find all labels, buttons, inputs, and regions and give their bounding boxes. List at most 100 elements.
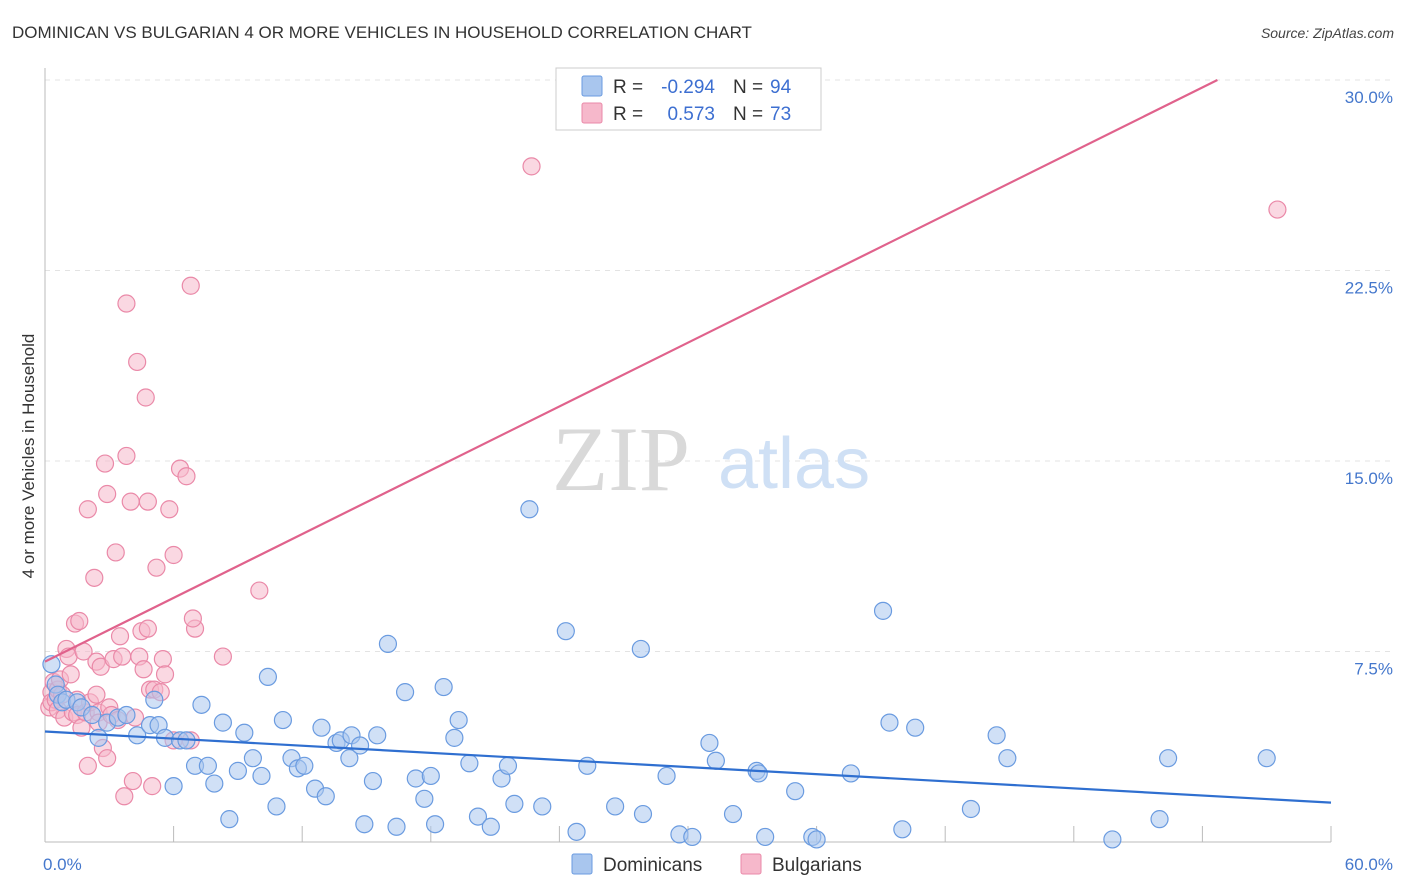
legend-r-value-dominicans: -0.294 xyxy=(661,77,715,98)
dominicans-point-94 xyxy=(1257,749,1276,768)
bulgarians-point-51 xyxy=(138,619,157,638)
legend-r-label-bulgarians: R = xyxy=(613,104,643,125)
dominicans-point-32 xyxy=(273,710,293,730)
dominicans-point-48 xyxy=(387,817,406,836)
dominicans-point-50 xyxy=(406,769,425,788)
dominicans-point-14 xyxy=(145,690,164,709)
bulgarians-point-12 xyxy=(61,665,80,684)
dominicans-point-35 xyxy=(295,756,314,775)
bulgarians-point-44 xyxy=(123,771,142,791)
bulgarians-point-43 xyxy=(121,492,140,511)
dominicans-point-46 xyxy=(355,815,374,834)
dominicans-point-22 xyxy=(198,756,217,775)
dominicans-point-91 xyxy=(1103,830,1122,849)
bulgarians-point-24 xyxy=(85,568,104,587)
legend-r-label-dominicans: R = xyxy=(613,77,643,98)
dominicans-point-90 xyxy=(998,749,1017,768)
dominicans-point-26 xyxy=(228,761,247,780)
bottom-legend-swatch-bulgarians xyxy=(740,853,762,875)
dominicans-point-28 xyxy=(243,749,263,768)
bulgarians-point-61 xyxy=(160,500,179,519)
dominicans-point-51 xyxy=(415,789,434,808)
dominicans-point-71 xyxy=(657,766,676,786)
dominicans-point-57 xyxy=(460,754,479,773)
dominicans-point-55 xyxy=(445,728,464,747)
bulgarians-point-32 xyxy=(98,749,117,768)
dominicans-point-73 xyxy=(683,827,702,847)
dominicans-point-76 xyxy=(723,804,743,824)
legend-n-value-dominicans: 94 xyxy=(770,77,792,98)
dominicans-point-74 xyxy=(700,733,719,753)
dominicans-point-27 xyxy=(235,723,254,742)
bulgarians-point-39 xyxy=(110,627,130,646)
bottom-legend-label-bulgarians: Bulgarians xyxy=(772,855,862,876)
legend: R = -0.294 N = 94 R = 0.573 N = 73 xyxy=(555,67,822,131)
dominicans-point-37 xyxy=(312,718,331,737)
dominicans-point-7 xyxy=(83,705,102,725)
bulgarians-point-42 xyxy=(117,446,136,466)
dominicans-point-52 xyxy=(421,766,440,786)
bulgarians-point-68 xyxy=(183,609,202,628)
dominicans-point-49 xyxy=(395,683,415,702)
trend-lines xyxy=(44,79,1332,804)
dominicans-point-30 xyxy=(258,667,278,687)
bulgarians-point-17 xyxy=(70,611,89,631)
dominicans-point-67 xyxy=(578,756,597,775)
x-tick-label-min: 0.0% xyxy=(43,855,82,874)
bulgarians-point-57 xyxy=(117,294,136,313)
bulgarians-point-73 xyxy=(181,276,200,295)
bulgarians-point-50 xyxy=(136,388,155,407)
dominicans-point-53 xyxy=(425,815,445,834)
dominicans-point-86 xyxy=(893,820,912,839)
legend-n-label-bulgarians: N = xyxy=(733,104,763,125)
dominicans-point-31 xyxy=(267,797,286,816)
dominicans-point-17 xyxy=(164,777,183,796)
series-dominicans-points xyxy=(42,500,1276,849)
dominicans-point-79 xyxy=(756,827,775,847)
dominicans-point-88 xyxy=(961,799,981,819)
bulgarians-point-64 xyxy=(177,467,196,486)
bulgarians-point-46 xyxy=(128,352,147,372)
bulgarians-point-60 xyxy=(155,665,175,684)
dominicans-point-62 xyxy=(505,794,524,814)
dominicans-point-25 xyxy=(220,810,239,829)
dominicans-point-38 xyxy=(316,787,335,806)
dominicans-point-11 xyxy=(117,705,136,725)
bulgarians-point-40 xyxy=(113,647,132,666)
bottom-legend-label-dominicans: Dominicans xyxy=(603,855,702,876)
bulgarians-point-49 xyxy=(134,660,153,679)
dominicans-point-54 xyxy=(434,677,453,697)
bulgarians-point-25 xyxy=(87,685,106,704)
bulgarians-point-22 xyxy=(78,500,97,519)
legend-r-value-bulgarians: 0.573 xyxy=(667,104,715,125)
bottom-legend-swatch-dominicans xyxy=(571,853,593,875)
legend-n-label-dominicans: N = xyxy=(733,77,763,98)
dominicans-point-59 xyxy=(481,817,500,836)
dominicans-point-80 xyxy=(786,782,805,801)
dominicans-point-84 xyxy=(873,601,893,620)
legend-swatch-bulgarians xyxy=(581,102,603,124)
bottom-legend: Dominicans Bulgarians xyxy=(571,853,862,876)
x-tick-label-max: 60.0% xyxy=(1345,855,1393,874)
bulgarians-point-59 xyxy=(153,650,172,669)
y-tick-label-3: 30.0% xyxy=(1345,88,1393,107)
bulgarians-point-56 xyxy=(147,558,166,577)
legend-n-value-bulgarians: 73 xyxy=(770,104,791,125)
dominicans-point-24 xyxy=(213,713,232,732)
dominicans-point-56 xyxy=(449,710,468,730)
y-tick-label-2: 22.5% xyxy=(1345,279,1393,298)
dominicans-point-85 xyxy=(880,713,899,732)
y-tick-labels: 7.5% 15.0% 22.5% 30.0% xyxy=(1345,88,1393,679)
dominicans-point-29 xyxy=(252,766,271,786)
watermark-atlas: atlas xyxy=(718,424,870,504)
dominicans-point-21 xyxy=(192,695,211,714)
dominicans-point-45 xyxy=(368,726,387,745)
dominicans-trend-line xyxy=(44,730,1332,804)
bulgarians-point-71 xyxy=(522,157,541,176)
bulgarians-point-72 xyxy=(1268,200,1287,219)
dominicans-point-69 xyxy=(631,639,650,659)
bulgarians-trend-line xyxy=(44,79,1218,663)
dominicans-point-63 xyxy=(520,500,539,519)
dominicans-point-82 xyxy=(807,830,826,849)
bulgarians-point-21 xyxy=(78,756,97,775)
